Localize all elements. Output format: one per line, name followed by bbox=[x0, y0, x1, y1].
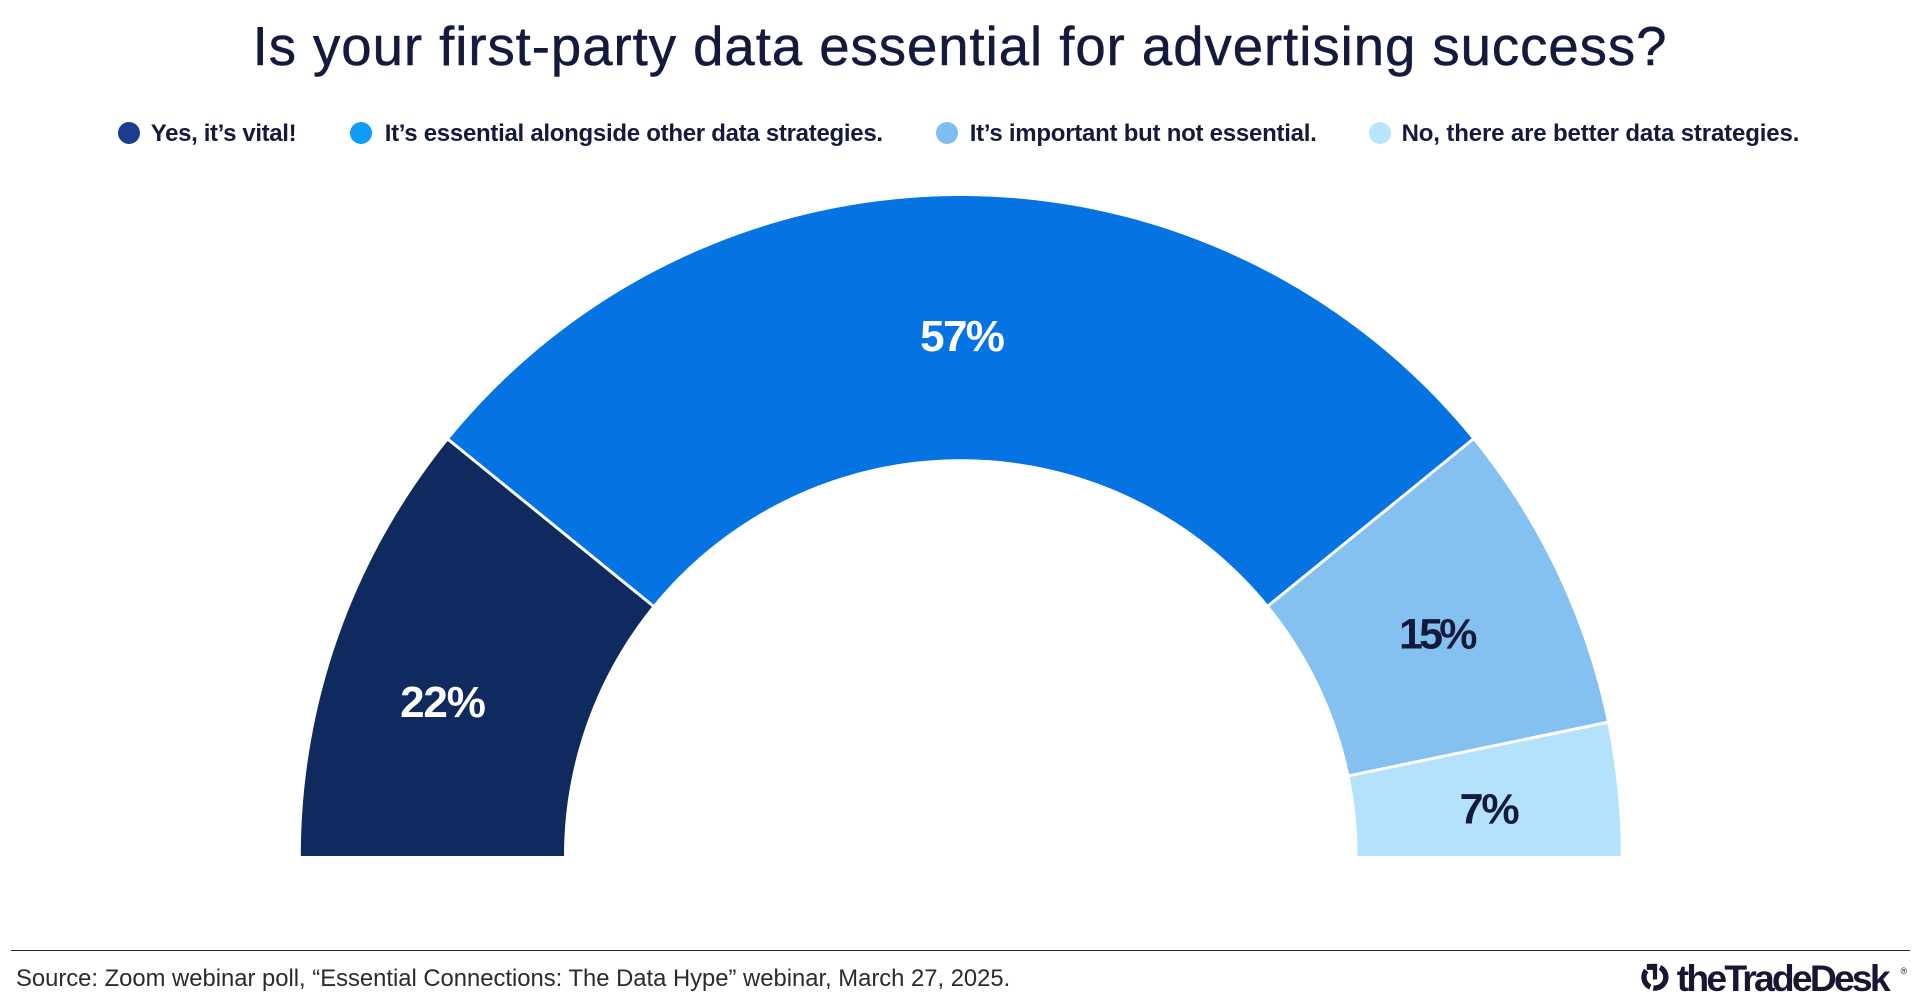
svg-text:®: ® bbox=[1901, 966, 1908, 976]
svg-text:theTradeDesk: theTradeDesk bbox=[1677, 957, 1891, 999]
